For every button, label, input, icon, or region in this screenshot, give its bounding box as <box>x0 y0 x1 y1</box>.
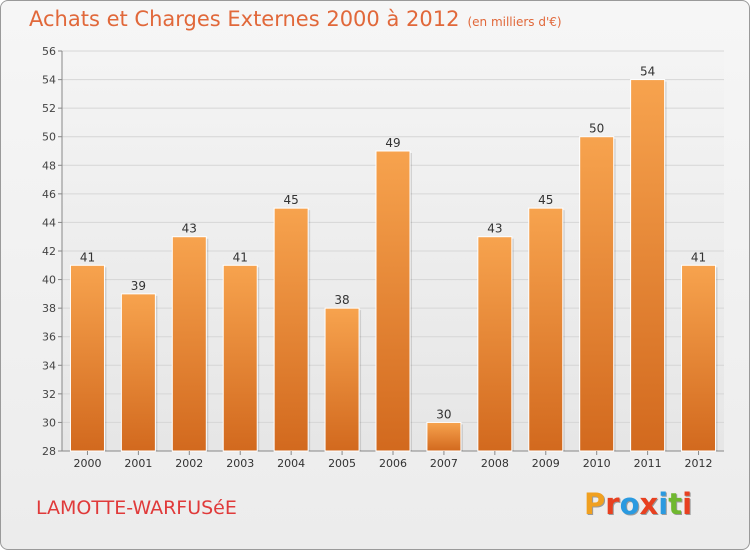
y-tick-label: 30 <box>42 416 56 429</box>
y-tick-label: 42 <box>42 245 56 258</box>
y-tick-label: 38 <box>42 302 56 315</box>
y-tick-label: 56 <box>42 45 56 58</box>
commune-name: LAMOTTE-WARFUSéE <box>36 497 237 519</box>
x-tick-label: 2010 <box>583 457 611 470</box>
y-tick-label: 36 <box>42 331 56 344</box>
data-label: 45 <box>284 193 299 207</box>
logo-letter: o <box>619 487 640 521</box>
data-label: 50 <box>589 122 604 136</box>
data-label: 45 <box>538 193 553 207</box>
y-tick-label: 34 <box>42 359 56 372</box>
data-label: 49 <box>385 136 400 150</box>
logo-letter: t <box>668 487 683 521</box>
logo-letter: i <box>682 487 693 521</box>
chart-subtitle: (en milliers d'€) <box>467 15 562 29</box>
data-label: 41 <box>233 250 248 264</box>
bar <box>477 236 513 452</box>
data-label: 39 <box>131 279 146 293</box>
proxiti-logo: Proxiti <box>584 487 692 521</box>
data-label: 41 <box>691 250 706 264</box>
y-tick-label: 44 <box>42 216 56 229</box>
y-tick-label: 28 <box>42 445 56 458</box>
x-tick-label: 2011 <box>634 457 662 470</box>
bar <box>630 79 666 452</box>
bar <box>273 207 309 452</box>
x-tick-label: 2006 <box>379 457 407 470</box>
logo-letter: i <box>658 487 669 521</box>
x-tick-label: 2007 <box>430 457 458 470</box>
x-tick-label: 2008 <box>481 457 509 470</box>
data-label: 43 <box>487 222 502 236</box>
bar <box>69 264 105 452</box>
logo-letter: P <box>584 487 606 521</box>
data-label: 54 <box>640 65 655 79</box>
x-tick-label: 2009 <box>532 457 560 470</box>
y-tick-label: 40 <box>42 274 56 287</box>
x-tick-label: 2002 <box>175 457 203 470</box>
x-tick-label: 2004 <box>277 457 305 470</box>
bar <box>579 136 615 452</box>
chart-title-text: Achats et Charges Externes 2000 à 2012 <box>29 7 460 31</box>
bar <box>120 293 156 452</box>
chart-title: Achats et Charges Externes 2000 à 2012 (e… <box>29 7 562 31</box>
data-label: 38 <box>334 293 349 307</box>
x-tick-label: 2005 <box>328 457 356 470</box>
y-tick-label: 50 <box>42 131 56 144</box>
y-tick-label: 32 <box>42 388 56 401</box>
y-tick-label: 54 <box>42 74 56 87</box>
bar <box>681 264 717 452</box>
bar <box>171 236 207 452</box>
data-label: 30 <box>436 407 451 421</box>
bar <box>324 307 360 452</box>
logo-letter: r <box>605 487 620 521</box>
x-tick-label: 2012 <box>685 457 713 470</box>
x-tick-label: 2000 <box>73 457 101 470</box>
data-label: 43 <box>182 222 197 236</box>
x-tick-label: 2003 <box>226 457 254 470</box>
y-tick-label: 46 <box>42 188 56 201</box>
bar <box>426 421 462 452</box>
data-label: 41 <box>80 250 95 264</box>
y-tick-label: 52 <box>42 102 56 115</box>
bar <box>375 150 411 452</box>
y-tick-label: 48 <box>42 159 56 172</box>
logo-letter: x <box>639 487 659 521</box>
x-tick-label: 2001 <box>124 457 152 470</box>
bar <box>528 207 564 452</box>
bar <box>222 264 258 452</box>
